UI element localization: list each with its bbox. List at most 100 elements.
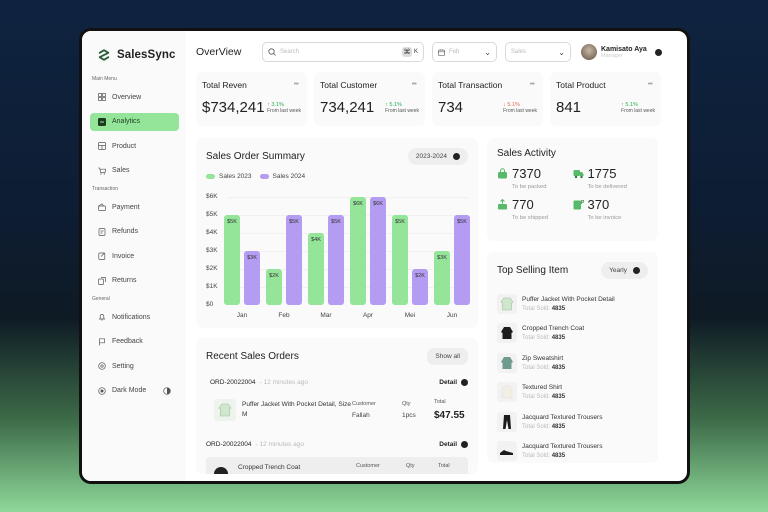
shortcut-key: K [413,49,418,55]
bar-sales-2023-jun[interactable]: $3K [434,251,450,305]
order-header: ORD-20022004 - 12 minutes ago Detail [206,437,468,451]
top-selling-item[interactable]: Zip Sweatshirt Total Sold: 4835 [497,348,648,378]
detail-button[interactable]: Detail [439,378,468,386]
top-selling-list: Puffer Jacket With Pocket Detail Total So… [497,289,648,466]
order-item[interactable]: Puffer Jacket With Pocket Detail, Size M… [206,393,468,427]
sidebar-item-invoice[interactable]: Invoice [90,247,179,265]
top-selling-item[interactable]: Cropped Trench Coat Total Sold: 4835 [497,319,648,349]
brand-logo-icon [98,49,110,61]
bar-sales-2023-mei[interactable]: $5K [392,215,408,305]
bar-sales-2023-feb[interactable]: $2K [266,269,282,305]
sidebar-item-dark-mode[interactable]: Dark Mode [90,382,179,400]
bar-sales-2023-mar[interactable]: $4K [308,233,324,305]
analytics-icon [98,117,106,126]
sidebar-item-refunds[interactable]: Refunds [90,223,179,241]
detail-button[interactable]: Detail [439,440,468,448]
more-options-icon[interactable]: ••• [411,81,417,88]
x-tick-label: Feb [278,312,290,319]
section-label-main-menu: Main Menu [92,76,117,82]
stat-value: 841 [556,99,582,116]
stat-title: Total Product [556,80,606,90]
period-select[interactable]: 2023-2024 [407,148,468,165]
stat-change: ↑ 5.1% [621,101,638,108]
moon-icon [98,386,106,395]
order-id: ORD-20022004 [206,440,252,448]
stat-change: ↓ 5.1% [503,101,520,108]
recent-sales-orders-card: Recent Sales Orders Show all ORD-2002200… [196,338,478,474]
user-menu-chevron-icon[interactable] [654,48,662,56]
bar-sales-2024-mar[interactable]: $5K [328,215,344,305]
top-selling-item[interactable]: Jacquard Textured Trousers Total Sold: 48… [497,407,648,437]
order-id: ORD-20022004 [210,378,256,386]
y-tick-label: $4K [206,229,218,236]
total-sold: Total Sold: 4835 [522,453,566,460]
bar-value-label: $2K [415,273,425,279]
more-options-icon[interactable]: ••• [293,81,299,88]
order-item[interactable]: Cropped Trench Coat Customer Qty Total [206,457,468,474]
x-tick-label: Apr [362,312,374,319]
sidebar-item-label: Payment [112,203,140,211]
product-name: Cropped Trench Coat [238,464,301,471]
total-sold: Total Sold: 4835 [522,423,566,430]
dark-mode-toggle-icon[interactable] [163,386,171,395]
search-input[interactable]: Search ⌘ K [262,42,424,62]
stat-title: Total Transaction [438,80,503,90]
stat-change: ↑ 5.1% [385,101,402,108]
sidebar-item-setting[interactable]: Setting [90,357,179,375]
product-thumbnail-coat [214,467,228,474]
period-select[interactable]: Yearly [601,262,648,279]
section-label-general: General [92,296,110,302]
y-tick-label: $1K [206,283,218,290]
chevron-down-icon: ⌄ [484,47,491,57]
activity-to-be-shipped: 770 To be shipped [497,197,573,221]
chevron-down-icon: ⌄ [558,47,565,57]
y-tick-label: $3K [206,247,218,254]
type-select[interactable]: Sales ⌄ [505,42,571,62]
sidebar-item-analytics[interactable]: Analytics [90,112,179,131]
top-selling-item[interactable]: Textured Shirt Total Sold: 4835 [497,378,648,408]
x-tick-label: Jun [446,312,458,319]
sidebar-item-feedback[interactable]: Feedback [90,333,179,351]
sidebar-item-label: Setting [112,362,134,370]
sidebar-item-sales[interactable]: Sales [90,162,179,180]
stat-title: Total Reven [202,80,247,90]
bar-sales-2024-mei[interactable]: $2K [412,269,428,305]
activity-value: 1775 [587,166,617,181]
activity-value: 770 [512,197,534,212]
top-selling-item[interactable]: Jacquard Textured Trousers Total Sold: 48… [497,437,648,467]
sidebar-item-label: Notifications [112,313,151,321]
more-options-icon[interactable]: ••• [647,81,653,88]
month-select[interactable]: Feb ⌄ [432,42,497,62]
bar-sales-2023-apr[interactable]: $6K [350,197,366,305]
sidebar-item-label: Analytics [112,118,141,125]
total-label: Total [438,463,450,469]
bar-sales-2024-apr[interactable]: $6K [370,197,386,305]
more-options-icon[interactable]: ••• [529,81,535,88]
activity-label: To be delivered [587,184,627,190]
return-icon [98,276,106,285]
sidebar-item-payment[interactable]: Payment [90,198,179,216]
sidebar-item-product[interactable]: Product [90,137,179,155]
show-all-button[interactable]: Show all [427,348,468,365]
bar-sales-2024-feb[interactable]: $5K [286,215,302,305]
bar-sales-2024-jan[interactable]: $3K [244,251,260,305]
bar-sales-2023-jan[interactable]: $5K [224,215,240,305]
sidebar-item-returns[interactable]: Returns [90,272,179,290]
sidebar-item-notifications[interactable]: Notifications [90,308,179,326]
stat-value: 734,241 [320,99,375,116]
qty-label: Qty [402,401,411,407]
product-name: Textured Shirt [522,384,563,392]
customer-label: Customer [356,463,380,469]
total-value: $47.55 [434,410,465,421]
y-tick-label: $0 [206,301,214,308]
page-title: OverView [196,46,242,58]
brand[interactable]: SalesSync [90,46,179,64]
user-profile[interactable]: Kamisato Aya Manager [581,44,662,60]
sidebar-item-overview[interactable]: Overview [90,88,179,106]
bar-value-label: $3K [437,255,447,261]
bell-icon [98,313,106,321]
bar-sales-2024-jun[interactable]: $5K [454,215,470,305]
qty-value: 1pcs [402,412,416,419]
top-selling-item[interactable]: Puffer Jacket With Pocket Detail Total So… [497,289,648,319]
user-name: Kamisato Aya [601,45,647,53]
